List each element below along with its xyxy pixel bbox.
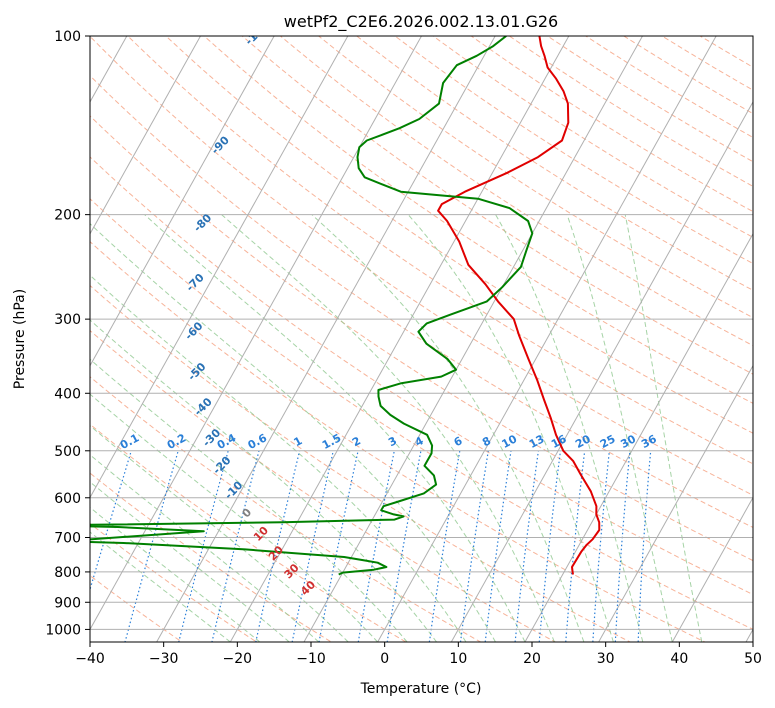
isotherm — [671, 496, 753, 642]
y-tick-label: 400 — [54, 386, 81, 402]
mixing-ratio-label: 25 — [598, 432, 618, 451]
x-tick-label: −40 — [75, 651, 105, 667]
x-tick-label: 50 — [744, 651, 762, 667]
mixing-ratio-line — [124, 450, 179, 642]
moist-adiabat — [90, 274, 467, 642]
profiles — [90, 36, 601, 576]
moist-adiabat — [407, 214, 614, 642]
x-tick-label: 30 — [597, 651, 615, 667]
dry-adiabat — [547, 36, 753, 163]
y-tick-label: 100 — [54, 29, 81, 45]
y-axis-label: Pressure (hPa) — [12, 289, 28, 389]
mixing-ratio-label: 36 — [639, 432, 659, 451]
mixing-ratio-line — [178, 450, 229, 642]
x-tick-label: 0 — [380, 651, 389, 667]
x-tick-label: 40 — [670, 651, 688, 667]
pressure-gridlines — [90, 214, 753, 630]
x-tick-label: 10 — [449, 651, 467, 667]
moist-adiabat — [90, 454, 320, 642]
mixing-ratio-label: 30 — [618, 432, 638, 451]
x-tick-label: −30 — [149, 651, 179, 667]
isotherm — [450, 100, 753, 642]
x-tick-label: −20 — [223, 651, 253, 667]
moist-adiabat — [495, 214, 644, 642]
moist-adiabat — [90, 222, 496, 642]
mixing-ratio-line — [318, 450, 359, 642]
background-lines — [90, 36, 753, 642]
isotherm — [156, 36, 496, 642]
mixing-ratio-label: 16 — [549, 432, 569, 451]
chart-title: wetPf2_C2E6.2026.002.13.01.G26 — [284, 12, 558, 32]
y-tick-label: 200 — [54, 208, 81, 224]
x-axis-label: Temperature (°C) — [360, 681, 482, 697]
dry-adiabat — [90, 115, 753, 562]
x-axis: −40 −30 −20 −10 0 10 20 30 40 50 — [75, 642, 762, 667]
temperature-profile-line — [437, 36, 601, 575]
dry-adiabat — [90, 329, 557, 642]
isotherm — [303, 36, 643, 642]
y-tick-label: 500 — [54, 444, 81, 460]
moist-adiabat — [624, 214, 703, 642]
x-tick-label: 20 — [523, 651, 541, 667]
isotherm — [229, 36, 570, 642]
moist-adiabat — [566, 214, 673, 642]
dry-adiabat — [90, 284, 632, 642]
dry-adiabat — [90, 74, 753, 529]
dry-adiabat — [90, 240, 706, 642]
dry-adiabat — [394, 36, 753, 265]
moist-adiabat — [90, 393, 378, 642]
mixing-ratio-line — [211, 450, 260, 642]
dry-adiabat — [165, 36, 753, 434]
dry-adiabat — [90, 36, 753, 496]
mixing-ratio-label: 20 — [573, 432, 593, 451]
moist-adiabat — [90, 531, 231, 642]
moist-adiabat — [90, 358, 408, 642]
mixing-ratio-line — [357, 450, 395, 642]
isotherm — [90, 36, 275, 367]
adiabat-label: -100 — [243, 19, 272, 48]
dry-adiabat — [280, 36, 753, 347]
y-tick-label: 700 — [54, 531, 81, 547]
dry-adiabat — [90, 198, 753, 630]
moist-adiabat — [311, 214, 585, 642]
y-tick-label: 300 — [54, 312, 81, 328]
dewpoint-profile-line — [90, 36, 534, 576]
moist-adiabat — [90, 506, 261, 642]
y-tick-label: 600 — [54, 491, 81, 507]
moist-adiabat — [221, 214, 555, 642]
mixing-ratio-label: 13 — [527, 432, 547, 451]
isotherm — [90, 36, 422, 631]
isotherm — [377, 36, 717, 642]
isotherm — [90, 36, 349, 499]
y-tick-label: 800 — [54, 565, 81, 581]
y-tick-label: 1000 — [45, 622, 81, 638]
plot-frame — [89, 35, 754, 643]
y-tick-label: 900 — [54, 595, 81, 611]
mixing-ratio-label: 10 — [500, 432, 520, 451]
mixing-ratio-line — [90, 450, 132, 592]
y-axis: 100 200 300 400 500 600 700 800 900 1000 — [45, 29, 90, 638]
moist-adiabat — [90, 481, 290, 642]
moist-adiabat — [144, 214, 526, 642]
dry-adiabat — [90, 472, 333, 642]
isotherm — [90, 36, 201, 235]
isotherm — [598, 364, 753, 642]
moist-adiabat — [90, 319, 437, 642]
dry-adiabat — [90, 376, 482, 642]
isotherm — [524, 232, 753, 642]
mixing-ratio-line — [291, 450, 334, 642]
x-tick-label: −10 — [296, 651, 326, 667]
